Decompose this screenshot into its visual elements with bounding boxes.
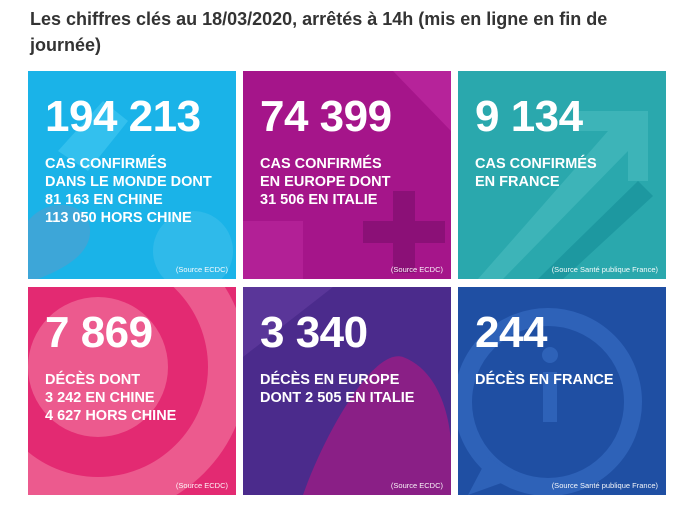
france-deaths-number: 244 [475,308,547,357]
heading-line-1: Les chiffres clés au 18/03/2020, arrêtés… [30,9,608,29]
world-cases-line-4: 113 050 HORS CHINE [45,210,192,226]
france-deaths-source: (Source Santé publique France) [551,481,658,490]
page-heading: Les chiffres clés au 18/03/2020, arrêtés… [30,6,670,58]
tile-europe-cases: 74 399 CAS CONFIRMÉS EN EUROPE DONT 31 5… [243,71,451,279]
europe-deaths-description: DÉCÈS EN EUROPE DONT 2 505 EN ITALIE [260,371,414,407]
world-cases-number: 194 213 [45,92,201,141]
world-deaths-number: 7 869 [45,308,153,357]
world-deaths-line-3: 4 627 HORS CHINE [45,408,177,424]
tile-france-deaths: 244 DÉCÈS EN FRANCE (Source Santé publiq… [458,287,666,495]
tile-europe-deaths: 3 340 DÉCÈS EN EUROPE DONT 2 505 EN ITAL… [243,287,451,495]
europe-cases-number: 74 399 [260,92,392,141]
world-cases-line-2: DANS LE MONDE DONT [45,174,212,190]
europe-deaths-line-2: DONT 2 505 EN ITALIE [260,390,415,406]
europe-deaths-number: 3 340 [260,308,368,357]
europe-cases-line-2: EN EUROPE DONT [260,174,391,190]
world-cases-description: CAS CONFIRMÉS DANS LE MONDE DONT 81 163 … [45,155,212,227]
france-cases-line-1: CAS CONFIRMÉS [475,156,597,172]
france-deaths-line-1: DÉCÈS EN FRANCE [475,372,614,388]
world-deaths-line-2: 3 242 EN CHINE [45,390,155,406]
tile-europe-deaths-background [243,287,451,495]
world-cases-line-1: CAS CONFIRMÉS [45,156,167,172]
europe-cases-line-3: 31 506 EN ITALIE [260,192,378,208]
tile-france-cases-background [458,71,666,279]
france-cases-line-2: EN FRANCE [475,174,560,190]
world-cases-source: (Source ECDC) [175,265,228,274]
world-deaths-line-1: DÉCÈS DONT [45,372,141,388]
europe-cases-source: (Source ECDC) [390,265,443,274]
tile-world-cases: 194 213 CAS CONFIRMÉS DANS LE MONDE DONT… [28,71,236,279]
tile-europe-cases-background [243,71,451,279]
europe-cases-description: CAS CONFIRMÉS EN EUROPE DONT 31 506 EN I… [260,155,391,209]
world-cases-line-3: 81 163 EN CHINE [45,192,163,208]
heading-line-2: journée) [30,35,102,55]
france-cases-source: (Source Santé publique France) [551,265,658,274]
world-deaths-source: (Source ECDC) [175,481,228,490]
france-deaths-description: DÉCÈS EN FRANCE [475,371,614,389]
tile-france-deaths-background [458,287,666,495]
tile-france-cases: 9 134 CAS CONFIRMÉS EN FRANCE (Source Sa… [458,71,666,279]
tile-world-cases-background [28,71,236,279]
europe-deaths-line-1: DÉCÈS EN EUROPE [260,372,400,388]
tile-world-deaths-background [28,287,236,495]
europe-cases-line-1: CAS CONFIRMÉS [260,156,382,172]
world-deaths-description: DÉCÈS DONT 3 242 EN CHINE 4 627 HORS CHI… [45,371,176,425]
europe-deaths-source: (Source ECDC) [390,481,443,490]
france-cases-number: 9 134 [475,92,583,141]
france-cases-description: CAS CONFIRMÉS EN FRANCE [475,155,597,191]
tile-world-deaths: 7 869 DÉCÈS DONT 3 242 EN CHINE 4 627 HO… [28,287,236,495]
